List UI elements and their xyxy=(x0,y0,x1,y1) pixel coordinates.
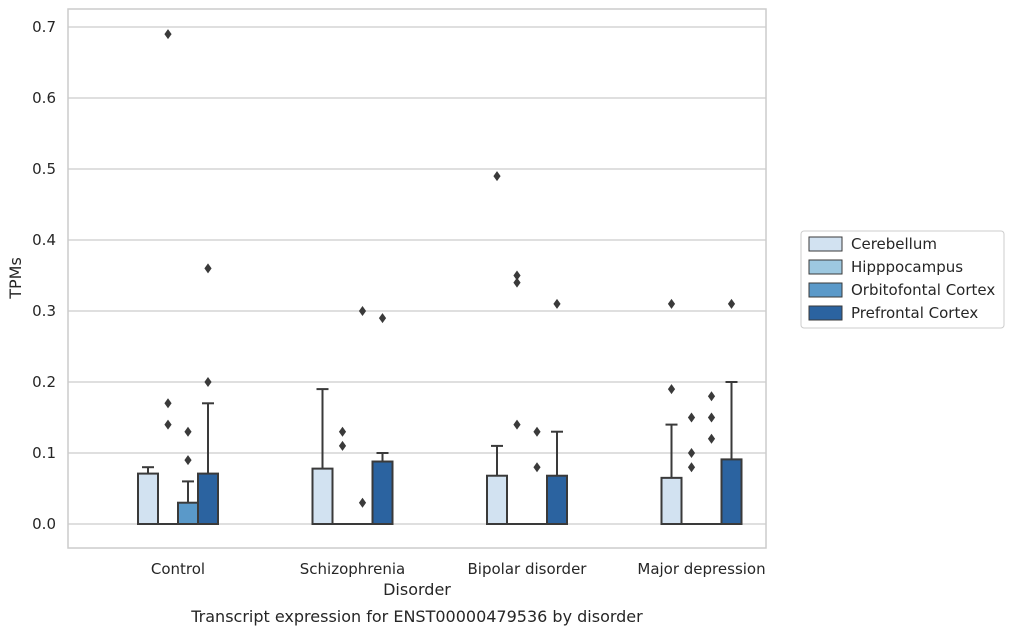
outlier-point xyxy=(687,462,696,473)
outlier-point xyxy=(533,462,541,473)
bar xyxy=(177,501,199,526)
outliers xyxy=(164,29,736,508)
outlier-point xyxy=(378,313,387,324)
bar xyxy=(137,472,159,525)
bar xyxy=(197,472,219,525)
legend-swatch xyxy=(808,282,843,298)
legend-frame xyxy=(800,230,1005,329)
outlier-point xyxy=(553,298,561,309)
x-tick-labels: Control Schizophrenia Bipolar disorder Majo… xyxy=(151,560,766,578)
chart-caption: Transcript expression for ENST0000047953… xyxy=(190,607,643,626)
outlier-point xyxy=(184,455,192,466)
x-axis-title: Disorder xyxy=(383,580,451,599)
legend-label: Orbitofontal Cortex xyxy=(851,281,995,299)
legend-swatch xyxy=(808,305,843,321)
bar xyxy=(371,460,394,525)
y-tick-label: 0.0 xyxy=(32,515,56,533)
outlier-point xyxy=(164,419,172,430)
outlier-point xyxy=(533,426,541,437)
y-tick-label: 0.5 xyxy=(32,160,56,178)
x-tick-label: Major depression xyxy=(637,560,765,578)
outlier-point xyxy=(707,391,716,402)
x-tick-label: Bipolar disorder xyxy=(468,560,588,578)
outlier-point xyxy=(727,298,736,309)
y-tick-label: 0.4 xyxy=(32,231,56,249)
y-tick-label: 0.2 xyxy=(32,373,56,391)
outlier-point xyxy=(358,306,367,316)
outlier-point xyxy=(493,171,501,182)
gridlines xyxy=(68,26,766,525)
y-tick-labels: 0.0 0.1 0.2 0.3 0.4 0.5 0.6 0.7 xyxy=(32,18,56,533)
outlier-point xyxy=(667,298,676,309)
bar xyxy=(546,474,568,525)
outlier-point xyxy=(164,398,172,409)
outlier-point xyxy=(667,384,676,395)
legend-swatch xyxy=(808,259,843,275)
outlier-point xyxy=(513,419,521,430)
outlier-point xyxy=(184,426,192,437)
y-tick-label: 0.3 xyxy=(32,302,56,320)
outlier-point xyxy=(513,277,521,288)
x-tick-label: Schizophrenia xyxy=(300,560,405,578)
y-tick-label: 0.6 xyxy=(32,89,56,107)
outlier-point xyxy=(707,412,716,423)
outlier-point xyxy=(513,270,521,281)
outlier-point xyxy=(338,440,347,451)
legend-label: Prefrontal Cortex xyxy=(851,304,978,322)
outlier-point xyxy=(707,433,716,444)
x-tick-label: Control xyxy=(151,560,205,578)
outlier-point xyxy=(204,263,212,274)
outlier-point xyxy=(358,497,367,508)
whiskers xyxy=(142,381,738,503)
bar xyxy=(660,476,683,526)
legend-label: Cerebellum xyxy=(851,235,937,253)
outlier-point xyxy=(687,448,696,458)
y-tick-label: 0.1 xyxy=(32,444,56,462)
plot-area xyxy=(67,8,767,549)
legend: Cerebellum Hipppocampus Orbitofontal Corte… xyxy=(800,230,1005,329)
outlier-point xyxy=(687,412,696,423)
bars xyxy=(137,458,743,526)
outlier-point xyxy=(164,29,172,40)
outlier-point xyxy=(338,426,347,437)
bar xyxy=(720,458,743,526)
legend-swatch xyxy=(808,236,843,252)
legend-label: Hipppocampus xyxy=(851,258,963,276)
bar xyxy=(486,474,508,525)
outlier-point xyxy=(204,377,212,387)
y-tick-label: 0.7 xyxy=(32,18,56,36)
y-axis-title: TPMs xyxy=(6,257,25,300)
bar xyxy=(311,467,334,525)
